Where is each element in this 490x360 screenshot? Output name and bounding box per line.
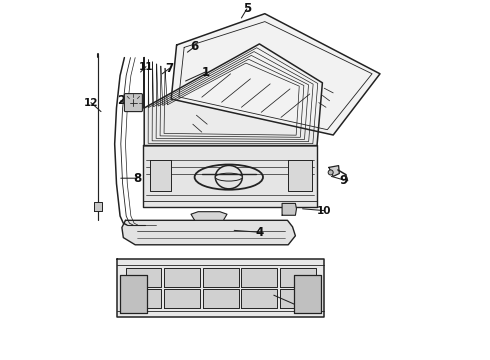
Polygon shape (120, 275, 147, 313)
Polygon shape (288, 160, 312, 191)
Text: 6: 6 (191, 40, 199, 53)
Text: 9: 9 (340, 174, 348, 186)
Polygon shape (191, 212, 227, 220)
Polygon shape (203, 268, 239, 287)
Polygon shape (280, 289, 316, 308)
Polygon shape (280, 268, 316, 287)
Polygon shape (144, 145, 317, 207)
Polygon shape (164, 268, 200, 287)
Polygon shape (242, 268, 277, 287)
Ellipse shape (215, 173, 242, 181)
Ellipse shape (328, 170, 333, 175)
Text: 8: 8 (133, 172, 141, 185)
Polygon shape (242, 289, 277, 308)
Polygon shape (144, 44, 322, 146)
Polygon shape (282, 203, 296, 215)
Text: 2: 2 (117, 94, 125, 107)
Text: 1: 1 (201, 66, 209, 78)
Polygon shape (94, 202, 102, 211)
Polygon shape (164, 289, 200, 308)
Polygon shape (122, 220, 295, 245)
Polygon shape (149, 160, 171, 191)
Text: 3: 3 (298, 301, 307, 314)
Polygon shape (126, 268, 162, 287)
FancyBboxPatch shape (124, 94, 143, 112)
Text: 7: 7 (165, 62, 173, 75)
Text: 11: 11 (139, 62, 153, 72)
Polygon shape (126, 289, 162, 308)
Ellipse shape (215, 166, 242, 189)
Text: 5: 5 (243, 3, 251, 15)
Polygon shape (171, 14, 380, 135)
Polygon shape (117, 259, 324, 317)
Text: 4: 4 (255, 226, 264, 239)
Polygon shape (203, 289, 239, 308)
Text: 12: 12 (84, 98, 98, 108)
Polygon shape (329, 166, 339, 176)
Polygon shape (294, 275, 321, 313)
Text: 10: 10 (317, 206, 331, 216)
